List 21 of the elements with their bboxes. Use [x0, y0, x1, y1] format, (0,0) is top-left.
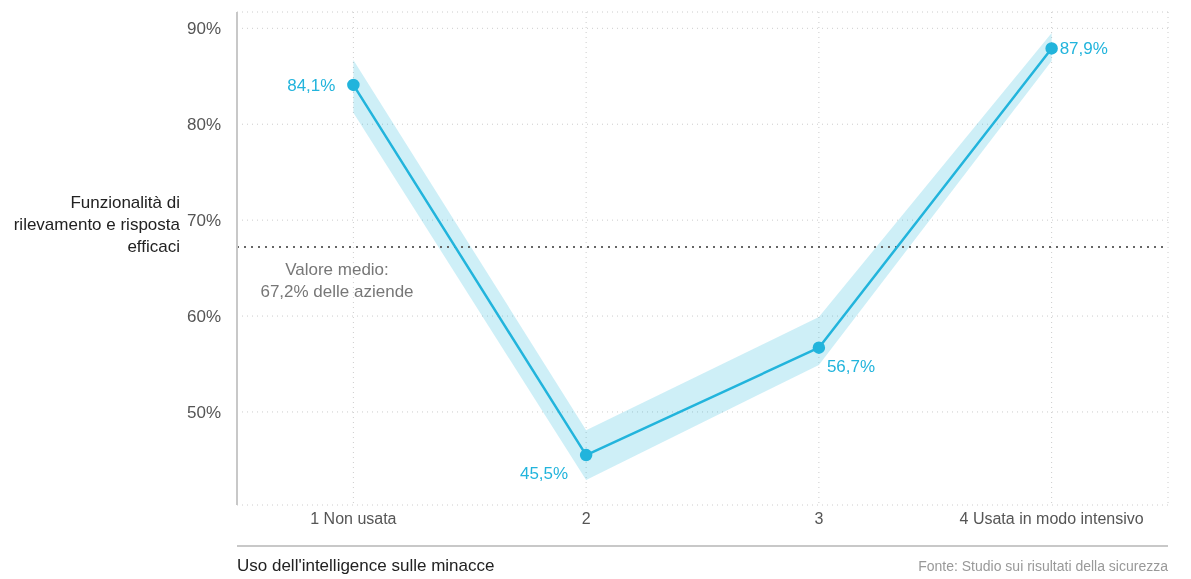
y-tick-label: 60%	[186, 307, 221, 327]
y-axis-title: Funzionalità di rilevamento e risposta efficaci	[12, 192, 180, 258]
point	[812, 341, 826, 354]
y-tick-label: 70%	[186, 211, 221, 231]
y-tick-label: 90%	[186, 19, 221, 39]
point	[347, 78, 360, 92]
point	[1045, 42, 1058, 55]
data-label: 45,5%	[519, 464, 569, 484]
source-note: Fonte: Studio sui risultati della sicurezza	[918, 558, 1168, 574]
ref-line-label: Valore medio: 67,2% delle aziende	[260, 259, 414, 301]
data-label: 84,1%	[287, 75, 336, 95]
y-tick-label: 50%	[186, 403, 221, 422]
x-tick-label: 2	[581, 510, 591, 528]
y-tick-label: 80%	[186, 115, 221, 135]
point	[579, 448, 593, 462]
x-tick-label: 1 Non usata	[310, 510, 397, 528]
x-tick-label: 3	[814, 510, 824, 528]
data-label: 87,9%	[1059, 39, 1108, 59]
data-label: 56,7%	[826, 356, 876, 376]
x-axis-title: Uso dell'intelligence sulle minacce	[237, 556, 495, 576]
x-tick-label: 4 Usata in modo intensivo	[959, 510, 1144, 528]
